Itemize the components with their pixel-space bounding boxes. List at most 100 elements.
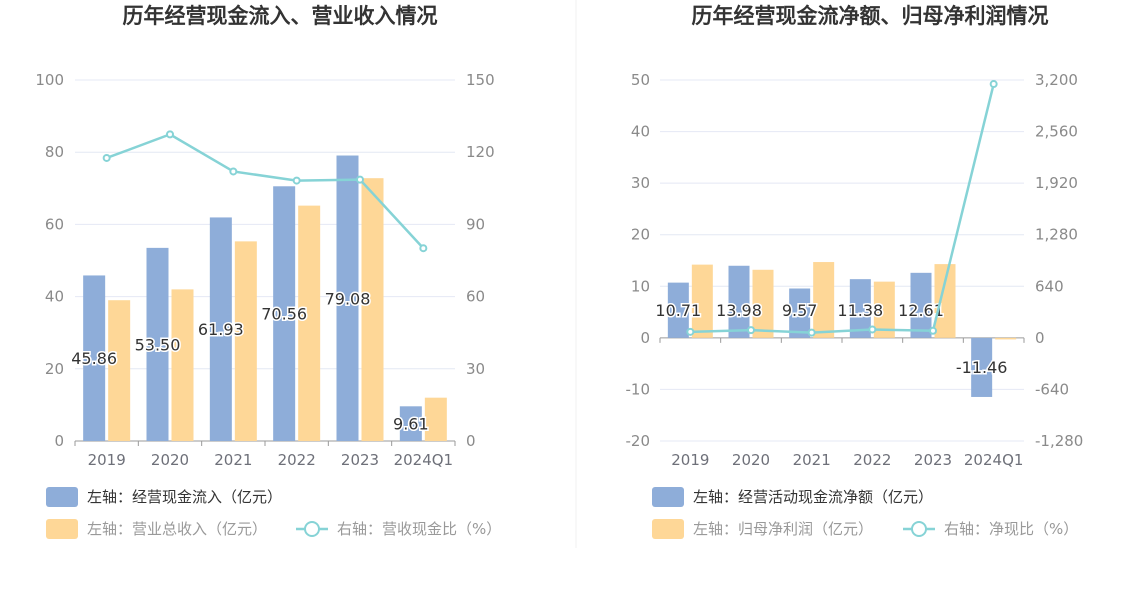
x-axis-label: 2020 bbox=[151, 451, 189, 469]
bar-secondary bbox=[108, 300, 131, 441]
legend-swatch-primary bbox=[46, 487, 78, 507]
legend-swatch-primary bbox=[652, 487, 684, 507]
right-axis-tick: 2,560 bbox=[1035, 123, 1078, 141]
right-axis-tick: 3,200 bbox=[1035, 71, 1078, 89]
bar-primary bbox=[83, 275, 106, 441]
legend-label-secondary: 左轴：归母净利润（亿元） bbox=[693, 520, 873, 538]
left-axis-tick: 30 bbox=[631, 174, 650, 192]
legend-label-line: 右轴：净现比（%） bbox=[944, 520, 1078, 538]
ratio-line bbox=[690, 83, 995, 334]
ratio-line-point bbox=[419, 244, 428, 253]
legend-swatch-secondary bbox=[46, 519, 78, 539]
right-axis-tick: 150 bbox=[466, 71, 495, 89]
right-axis-tick: -1,280 bbox=[1035, 432, 1083, 450]
left-axis-tick: -20 bbox=[626, 432, 651, 450]
bar-data-label: 13.98 bbox=[716, 301, 762, 320]
left-axis-tick: 0 bbox=[54, 432, 64, 450]
bar-secondary bbox=[995, 337, 1017, 340]
bar-secondary bbox=[298, 205, 321, 441]
right-axis-tick: 60 bbox=[466, 288, 485, 306]
bar-primary bbox=[789, 288, 811, 338]
bar-secondary bbox=[813, 262, 835, 338]
legend-label-primary: 左轴：经营现金流入（亿元） bbox=[87, 488, 282, 506]
ratio-line-point bbox=[292, 176, 301, 185]
ratio-line-point bbox=[989, 80, 998, 89]
ratio-line-point bbox=[929, 326, 937, 335]
right-axis-tick: 1,280 bbox=[1035, 226, 1078, 244]
bar-primary bbox=[667, 282, 689, 338]
ratio-line-point bbox=[102, 153, 111, 162]
ratio-line-point bbox=[747, 326, 755, 335]
left-axis-tick: 40 bbox=[45, 288, 64, 306]
x-axis-label: 2021 bbox=[214, 451, 252, 469]
left-axis-tick: -10 bbox=[626, 380, 651, 398]
left-axis-tick: 40 bbox=[631, 123, 650, 141]
chart-title: 历年经营现金流入、营业收入情况 bbox=[123, 4, 438, 28]
right-axis-tick: 90 bbox=[466, 215, 485, 233]
x-axis-label: 2020 bbox=[732, 451, 770, 469]
ratio-line-point bbox=[807, 328, 816, 337]
left-axis-tick: 60 bbox=[45, 215, 64, 233]
legend-line-marker bbox=[911, 521, 927, 537]
bar-data-label: 45.86 bbox=[71, 349, 117, 368]
bar-data-label: 70.56 bbox=[261, 305, 307, 324]
right-axis-tick: 0 bbox=[466, 432, 476, 450]
bar-data-label: 11.38 bbox=[837, 301, 883, 320]
left-axis-tick: 0 bbox=[640, 329, 650, 347]
bar-data-label: -11.46 bbox=[956, 358, 1008, 377]
bar-secondary bbox=[691, 264, 713, 338]
ratio-line-point bbox=[229, 167, 238, 176]
right-chart: 历年经营现金流净额、归母净利润情况 -20 -10 0 10 20 30 40 50 -1,280… bbox=[626, 4, 1083, 539]
ratio-line bbox=[106, 133, 425, 250]
bar-secondary bbox=[234, 241, 257, 441]
left-axis-tick: 80 bbox=[45, 143, 64, 161]
ratio-line-point bbox=[166, 130, 174, 139]
right-axis-tick: 1,920 bbox=[1035, 174, 1078, 192]
x-axis-label: 2023 bbox=[341, 451, 379, 469]
chart-title: 历年经营现金流净额、归母净利润情况 bbox=[692, 4, 1049, 28]
left-axis-tick: 10 bbox=[631, 277, 650, 295]
bar-secondary bbox=[424, 397, 447, 441]
left-axis-tick: 100 bbox=[35, 71, 64, 89]
bar-primary bbox=[273, 186, 296, 441]
bar-primary bbox=[209, 217, 232, 441]
left-axis-tick: 50 bbox=[631, 71, 650, 89]
legend-label-line: 右轴：营收现金比（%） bbox=[337, 520, 501, 538]
right-axis-tick: -640 bbox=[1035, 380, 1069, 398]
bar-data-label: 10.71 bbox=[655, 301, 701, 320]
legend-swatch-secondary bbox=[652, 519, 684, 539]
legend-label-primary: 左轴：经营活动现金流净额（亿元） bbox=[693, 488, 933, 506]
x-axis-label: 2022 bbox=[853, 451, 891, 469]
bar-secondary bbox=[934, 264, 956, 338]
bar-secondary bbox=[873, 281, 895, 338]
legend-label-secondary: 左轴：营业总收入（亿元） bbox=[87, 520, 267, 538]
bar-primary bbox=[910, 272, 932, 338]
bar-data-label: 53.50 bbox=[135, 335, 181, 354]
bar-data-label: 9.57 bbox=[782, 301, 818, 320]
right-axis-tick: 120 bbox=[466, 143, 495, 161]
x-axis-label: 2019 bbox=[671, 451, 709, 469]
bar-primary bbox=[728, 265, 750, 338]
bar-primary bbox=[849, 279, 871, 338]
right-axis-tick: 640 bbox=[1035, 277, 1064, 295]
x-axis-label: 2024Q1 bbox=[394, 451, 454, 469]
bar-data-label: 9.61 bbox=[393, 415, 429, 434]
left-chart: 历年经营现金流入、营业收入情况 0 20 40 60 80 100 0 30 60 90 120 150… bbox=[35, 4, 501, 539]
ratio-line-point bbox=[868, 325, 877, 334]
ratio-line-point bbox=[356, 175, 364, 184]
bar-primary bbox=[146, 247, 169, 441]
bar-primary bbox=[971, 337, 993, 397]
x-axis-label: 2024Q1 bbox=[964, 451, 1024, 469]
x-axis-label: 2021 bbox=[793, 451, 831, 469]
left-axis-tick: 20 bbox=[45, 360, 64, 378]
right-axis-tick: 30 bbox=[466, 360, 485, 378]
x-axis-label: 2019 bbox=[88, 451, 126, 469]
x-axis-label: 2023 bbox=[914, 451, 952, 469]
bar-secondary bbox=[361, 178, 384, 441]
x-axis-label: 2022 bbox=[278, 451, 316, 469]
left-axis-tick: 20 bbox=[631, 226, 650, 244]
legend-line-marker bbox=[304, 521, 320, 537]
bar-secondary bbox=[752, 269, 774, 338]
ratio-line-point bbox=[686, 327, 695, 336]
